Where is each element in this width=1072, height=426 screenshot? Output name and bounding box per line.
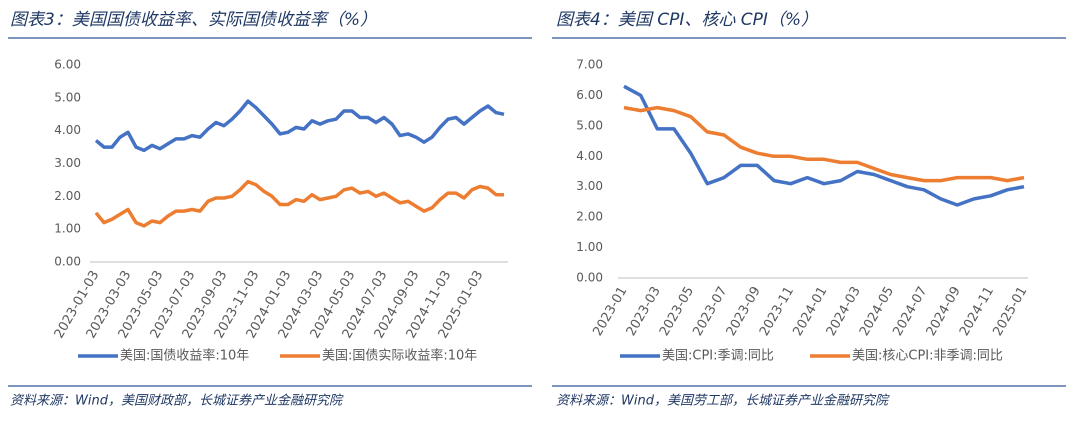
series-line (94, 99, 505, 153)
series-line (94, 179, 504, 228)
y-tick-label: 5.00 (54, 90, 81, 104)
series-line (623, 105, 1025, 183)
legend-label: 美国:CPI:季调:同比 (662, 349, 774, 364)
y-tick-label: 6.00 (54, 58, 81, 72)
legend-label: 美国:国债收益率:10年 (120, 348, 249, 364)
y-tick-label: 6.00 (576, 88, 603, 102)
y-tick-label: 3.00 (54, 156, 81, 170)
y-tick-label: 4.00 (54, 123, 81, 137)
y-tick-label: 2.00 (576, 210, 603, 224)
y-tick-label: 0.00 (54, 255, 81, 269)
y-tick-label: 2.00 (54, 189, 81, 203)
source-note: 资料来源：Wind，美国财政部，长城证券产业金融研究院 (10, 393, 344, 409)
series-line (623, 84, 1025, 207)
y-tick-label: 0.00 (576, 271, 603, 285)
y-tick-label: 4.00 (576, 149, 603, 163)
chart-title: 图表4：美国 CPI、核心 CPI（%） (556, 10, 818, 30)
y-tick-label: 5.00 (576, 118, 603, 132)
y-tick-label: 1.00 (54, 222, 81, 236)
legend-label: 美国:核心CPI:非季调:同比 (852, 349, 1003, 364)
y-tick-label: 3.00 (576, 179, 603, 193)
y-tick-label: 7.00 (576, 58, 603, 72)
y-tick-label: 1.00 (576, 240, 603, 254)
chart-title: 图表3：美国国债收益率、实际国债收益率（%） (10, 10, 377, 30)
source-note: 资料来源：Wind，美国劳工部，长城证券产业金融研究院 (556, 393, 890, 409)
legend-label: 美国:国债实际收益率:10年 (322, 348, 477, 364)
